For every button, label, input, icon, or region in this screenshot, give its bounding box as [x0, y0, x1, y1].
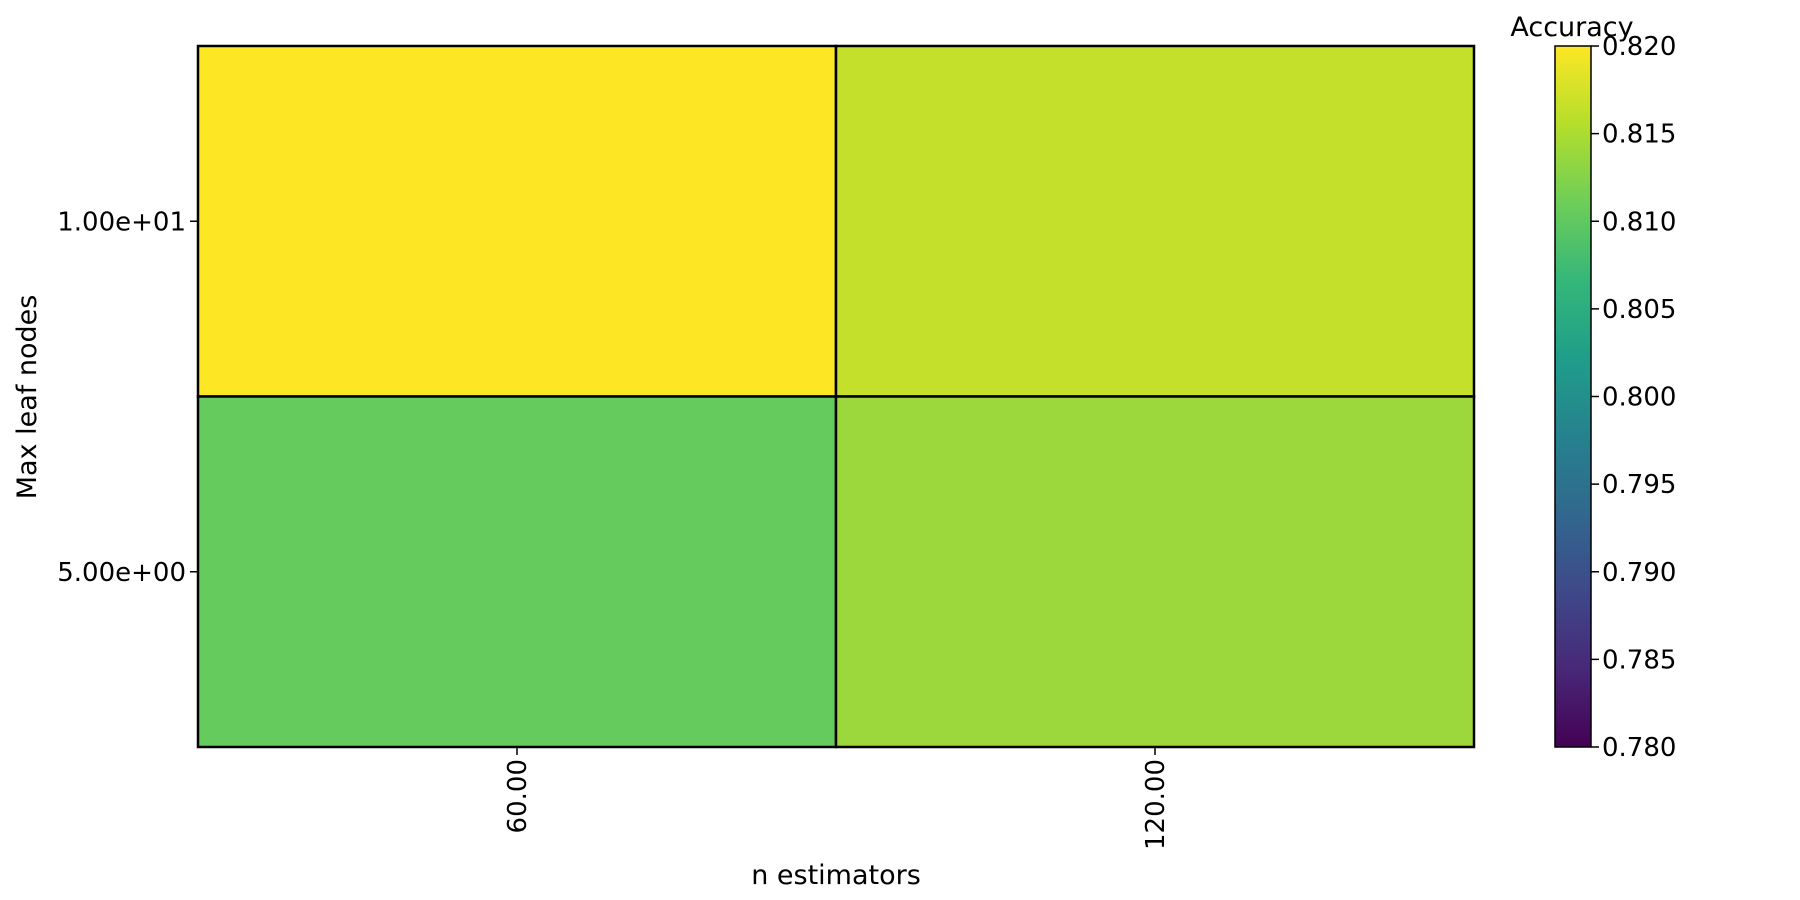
heatmap-cell	[834, 395, 1476, 749]
colorbar-gradient	[1554, 45, 1592, 748]
x-tick-label: 60.00	[503, 759, 533, 833]
colorbar-tick-label: 0.805	[1602, 295, 1676, 325]
colorbar-tick-label: 0.800	[1602, 383, 1676, 413]
x-axis: 60.00 120.00	[503, 747, 1171, 850]
colorbar-tick-label: 0.795	[1602, 470, 1676, 500]
heatmap-cell	[834, 44, 1476, 398]
colorbar-tick-label: 0.810	[1602, 207, 1676, 237]
colorbar-tick-label: 0.780	[1602, 733, 1676, 763]
colorbar: 0.780 0.785 0.790 0.795 0.800 0.805 0.810 0.815…	[1554, 32, 1676, 763]
colorbar-tick-label: 0.790	[1602, 558, 1676, 588]
colorbar-title: Accuracy	[1510, 12, 1633, 43]
colorbar-tick-label: 0.785	[1602, 645, 1676, 675]
heatmap-cell	[196, 395, 838, 749]
y-tick-label: 1.00e+01	[57, 207, 186, 237]
x-tick-label: 120.00	[1141, 759, 1171, 850]
x-axis-title: n estimators	[751, 860, 921, 891]
colorbar-tick-label: 0.820	[1602, 32, 1676, 62]
heatmap-cell	[196, 44, 838, 398]
y-tick-label: 5.00e+00	[57, 558, 186, 588]
heatmap-plot-area	[196, 44, 1476, 749]
colorbar-tick-label: 0.815	[1602, 120, 1676, 150]
y-axis: 1.00e+01 5.00e+00	[57, 207, 198, 588]
plot-frame	[197, 45, 1475, 748]
y-axis-title: Max leaf nodes	[12, 295, 43, 500]
